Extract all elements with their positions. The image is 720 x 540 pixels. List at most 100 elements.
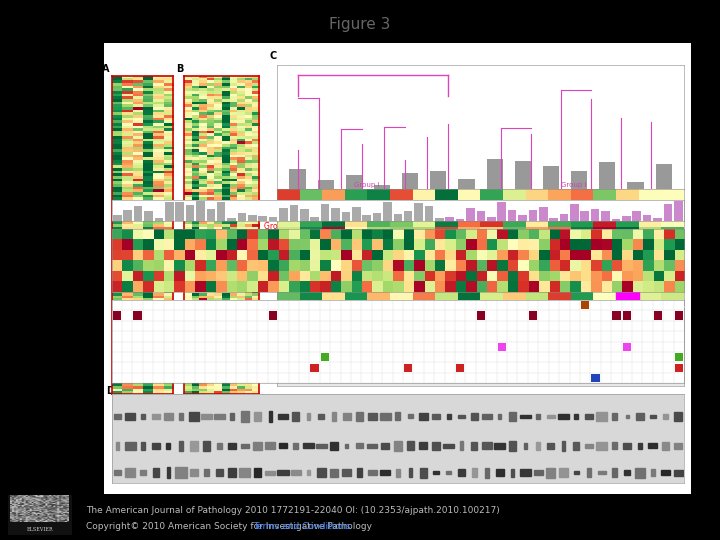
Bar — [392, 371, 408, 378]
Bar — [632, 211, 641, 221]
Bar — [165, 201, 174, 221]
Text: Group II: Group II — [556, 222, 586, 231]
Bar — [585, 414, 593, 419]
Bar — [629, 351, 649, 362]
Bar — [472, 442, 477, 450]
Bar — [367, 444, 377, 448]
Bar — [591, 374, 600, 382]
Bar — [265, 442, 276, 449]
Bar — [253, 468, 261, 477]
Bar — [291, 470, 300, 475]
Bar — [345, 444, 348, 448]
Bar — [675, 353, 683, 361]
Bar — [534, 470, 543, 475]
Bar — [612, 219, 620, 221]
Text: ELSEVIER: ELSEVIER — [27, 527, 53, 532]
Bar — [529, 311, 537, 320]
Bar — [435, 218, 444, 221]
Bar — [248, 215, 256, 221]
Bar — [303, 443, 314, 448]
Bar — [520, 469, 531, 476]
Bar — [331, 207, 340, 221]
Bar — [472, 469, 477, 477]
Bar — [201, 414, 212, 418]
Bar — [404, 363, 413, 372]
Text: Figure 3: Figure 3 — [329, 17, 391, 32]
Bar — [587, 469, 591, 477]
Bar — [204, 469, 210, 476]
Bar — [140, 470, 146, 475]
Bar — [616, 286, 639, 305]
Bar — [431, 442, 441, 450]
Bar — [289, 205, 298, 221]
Bar — [323, 354, 336, 359]
Bar — [396, 369, 414, 380]
Bar — [153, 468, 158, 477]
Bar — [125, 468, 135, 477]
Bar — [207, 210, 215, 221]
Bar — [549, 266, 571, 286]
Bar — [239, 468, 251, 477]
Bar — [368, 470, 377, 475]
Bar — [373, 213, 382, 221]
Bar — [402, 173, 418, 189]
Bar — [599, 162, 616, 189]
Bar — [653, 218, 662, 221]
Bar — [546, 468, 555, 477]
Bar — [269, 311, 277, 320]
Text: A: A — [102, 64, 110, 75]
Bar — [674, 412, 683, 421]
Bar — [418, 413, 428, 420]
Bar — [446, 414, 451, 419]
Bar — [196, 201, 204, 221]
Bar — [643, 215, 652, 221]
Bar — [459, 469, 465, 476]
Bar — [459, 179, 474, 189]
Bar — [141, 442, 145, 450]
Bar — [601, 211, 610, 221]
Bar — [498, 342, 506, 351]
Bar — [335, 370, 345, 379]
Bar — [238, 213, 246, 221]
Text: Copyright© 2010 American Society for Investigative Pathology: Copyright© 2010 American Society for Inv… — [86, 522, 375, 531]
Bar — [663, 414, 667, 418]
Bar — [492, 369, 502, 380]
Bar — [545, 333, 567, 342]
Bar — [591, 209, 600, 221]
Bar — [155, 218, 163, 221]
Bar — [613, 369, 631, 380]
Bar — [414, 203, 423, 221]
Bar — [596, 412, 608, 421]
Bar — [409, 315, 426, 324]
Bar — [269, 217, 277, 221]
Bar — [240, 444, 249, 448]
Bar — [380, 470, 390, 475]
Bar — [487, 159, 503, 189]
Bar — [431, 315, 451, 323]
Bar — [570, 205, 579, 221]
Bar — [624, 470, 630, 475]
Bar — [420, 468, 427, 478]
Bar — [438, 332, 452, 343]
Bar — [598, 471, 606, 475]
Bar — [487, 217, 495, 221]
Bar — [166, 467, 170, 478]
Bar — [612, 469, 617, 477]
Bar — [217, 201, 225, 221]
Text: C: C — [269, 51, 276, 60]
Bar — [632, 317, 645, 322]
Bar — [571, 171, 588, 189]
Bar — [622, 217, 631, 221]
Bar — [520, 415, 531, 419]
Bar — [307, 470, 310, 475]
Bar — [513, 371, 533, 378]
Bar — [112, 311, 121, 320]
Bar — [626, 415, 629, 419]
Bar — [289, 168, 306, 189]
Bar — [499, 314, 518, 325]
Bar — [648, 443, 657, 448]
Bar — [176, 467, 186, 478]
Text: Group I: Group I — [264, 222, 292, 231]
Bar — [318, 414, 325, 419]
Bar — [674, 470, 683, 476]
